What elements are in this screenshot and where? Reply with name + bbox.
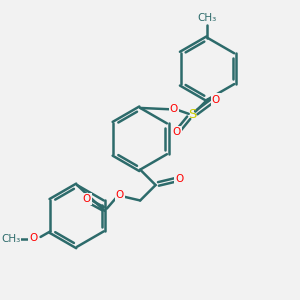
Text: O: O: [29, 233, 38, 243]
Text: O: O: [212, 94, 220, 104]
Text: O: O: [116, 190, 124, 200]
Text: O: O: [175, 174, 184, 184]
Text: O: O: [82, 194, 91, 204]
Text: CH₃: CH₃: [198, 13, 217, 22]
Text: CH₃: CH₃: [1, 234, 20, 244]
Text: S: S: [188, 108, 196, 122]
Text: O: O: [172, 127, 181, 137]
Text: O: O: [170, 104, 178, 114]
